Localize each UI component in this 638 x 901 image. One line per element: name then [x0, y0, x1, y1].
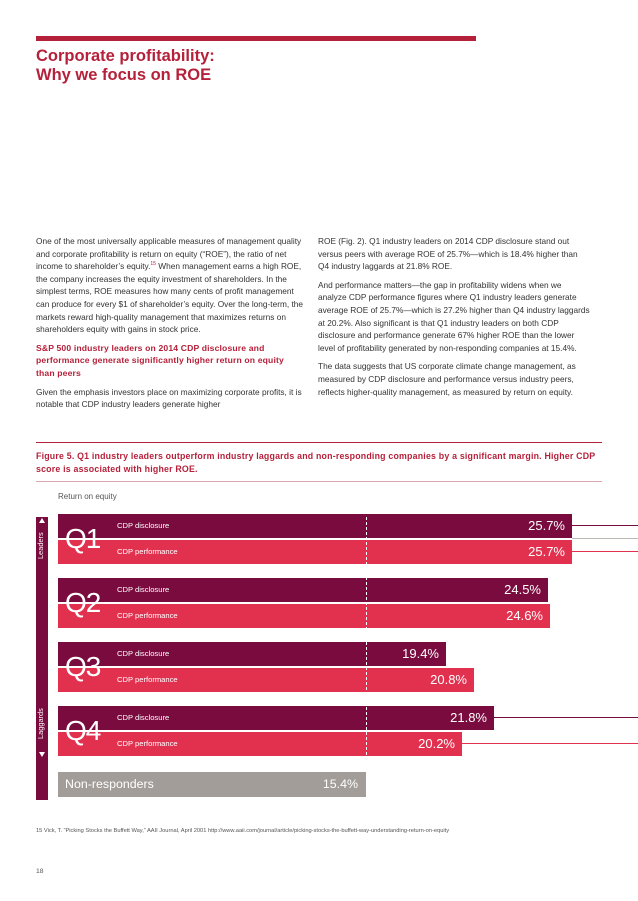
comparison-leader-line — [572, 525, 638, 526]
quartile-label-q1: Q1 — [65, 523, 101, 554]
footnote-ref[interactable]: 15 — [150, 261, 156, 268]
nonresponders-bar: Non-responders 15.4% — [58, 772, 366, 797]
leaders-laggards-scale — [36, 517, 48, 800]
figure-rule-bottom — [36, 481, 602, 482]
quartile-label-q4: Q4 — [65, 715, 101, 746]
q1-cdp-disclosure-bar: CDP disclosure 25.7% — [58, 514, 572, 538]
comparison-leader-line — [462, 743, 638, 744]
axis-label: Return on equity — [58, 492, 117, 501]
bar-series-label: CDP disclosure — [117, 585, 170, 594]
subheading: S&P 500 industry leaders on 2014 CDP dis… — [36, 342, 284, 378]
page-title-line1: Corporate profitability: — [36, 47, 215, 65]
page-number: 18 — [36, 868, 44, 875]
paragraph: One of the most universally applicable m… — [36, 235, 304, 336]
nonresponders-label: Non-responders — [65, 777, 154, 791]
bar-value-label: 25.7% — [528, 518, 565, 533]
comparison-leader-line — [494, 717, 638, 718]
q4-cdp-disclosure-bar: CDP disclosure 21.8% — [58, 706, 494, 730]
paragraph-text: One of the most universally applicable m… — [36, 236, 302, 272]
q3-cdp-performance-bar: CDP performance 20.8% — [58, 668, 474, 692]
page-title-line2: Why we focus on ROE — [36, 66, 212, 84]
nonresponders-value-label: 15.4% — [322, 777, 358, 791]
q2-cdp-performance-bar: CDP performance 24.6% — [58, 604, 550, 628]
bar-value-label: 25.7% — [528, 544, 565, 559]
nonresponder-reference-line — [366, 517, 367, 800]
bar-series-label: CDP performance — [117, 675, 178, 684]
body-column-right: ROE (Fig. 2). Q1 industry leaders on 201… — [318, 235, 590, 404]
page-title: Corporate profitability: Why we focus on… — [36, 47, 215, 85]
bar-series-label: CDP disclosure — [117, 713, 170, 722]
bar-series-label: CDP performance — [117, 739, 178, 748]
paragraph: Given the emphasis investors place on ma… — [36, 386, 302, 410]
bar-value-label: 21.8% — [450, 710, 487, 725]
q4-cdp-performance-bar: CDP performance 20.2% — [58, 732, 462, 756]
bar-series-label: CDP disclosure — [117, 649, 170, 658]
q1-cdp-performance-bar: CDP performance 25.7% — [58, 540, 572, 564]
bar-value-label: 20.8% — [430, 672, 467, 687]
paragraph: And performance matters—the gap in profi… — [318, 279, 590, 353]
laggards-label: Laggards — [36, 708, 45, 740]
comparison-leader-line — [572, 551, 638, 552]
body-column-left: One of the most universally applicable m… — [36, 235, 304, 417]
bar-value-label: 19.4% — [402, 646, 439, 661]
q3-cdp-disclosure-bar: CDP disclosure 19.4% — [58, 642, 446, 666]
arrow-up-icon — [39, 518, 45, 523]
figure-rule-top — [36, 442, 602, 443]
bar-value-label: 24.6% — [506, 608, 543, 623]
bar-series-label: CDP disclosure — [117, 521, 170, 530]
quartile-label-q2: Q2 — [65, 587, 101, 618]
bar-value-label: 20.2% — [418, 736, 455, 751]
bar-series-label: CDP performance — [117, 611, 178, 620]
arrow-down-icon — [39, 752, 45, 757]
bar-value-label: 24.5% — [504, 582, 541, 597]
figure-caption: Figure 5. Q1 industry leaders outperform… — [36, 451, 596, 474]
paragraph: ROE (Fig. 2). Q1 industry leaders on 201… — [318, 236, 578, 272]
quartile-label-q3: Q3 — [65, 651, 101, 682]
comparison-leader-line — [572, 538, 638, 539]
bar-series-label: CDP performance — [117, 547, 178, 556]
paragraph: The data suggests that US corporate clim… — [318, 361, 576, 397]
leaders-label: Leaders — [36, 532, 45, 560]
q2-cdp-disclosure-bar: CDP disclosure 24.5% — [58, 578, 548, 602]
paragraph-text: When management earns a high ROE, the co… — [36, 261, 304, 335]
footnote: 15 Vick, T. “Picking Stocks the Buffett … — [36, 828, 450, 834]
title-rule — [36, 36, 476, 41]
